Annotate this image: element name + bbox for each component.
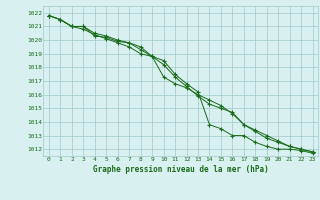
X-axis label: Graphe pression niveau de la mer (hPa): Graphe pression niveau de la mer (hPa): [93, 165, 269, 174]
